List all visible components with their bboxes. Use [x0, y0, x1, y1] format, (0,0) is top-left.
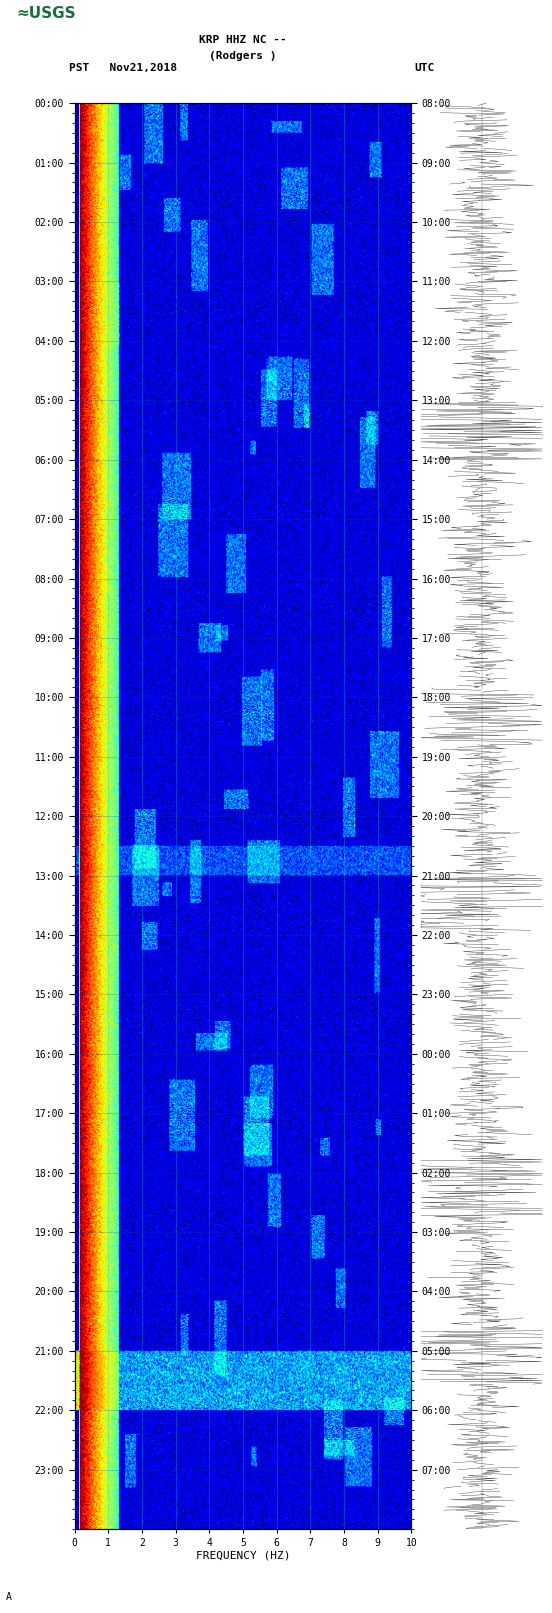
- Text: (Rodgers ): (Rodgers ): [209, 50, 277, 61]
- Text: UTC: UTC: [414, 63, 434, 73]
- Text: PST   Nov21,2018: PST Nov21,2018: [69, 63, 177, 73]
- Text: A: A: [6, 1592, 12, 1602]
- X-axis label: FREQUENCY (HZ): FREQUENCY (HZ): [195, 1552, 290, 1561]
- Text: KRP HHZ NC --: KRP HHZ NC --: [199, 35, 286, 45]
- Text: ≈USGS: ≈USGS: [17, 5, 76, 21]
